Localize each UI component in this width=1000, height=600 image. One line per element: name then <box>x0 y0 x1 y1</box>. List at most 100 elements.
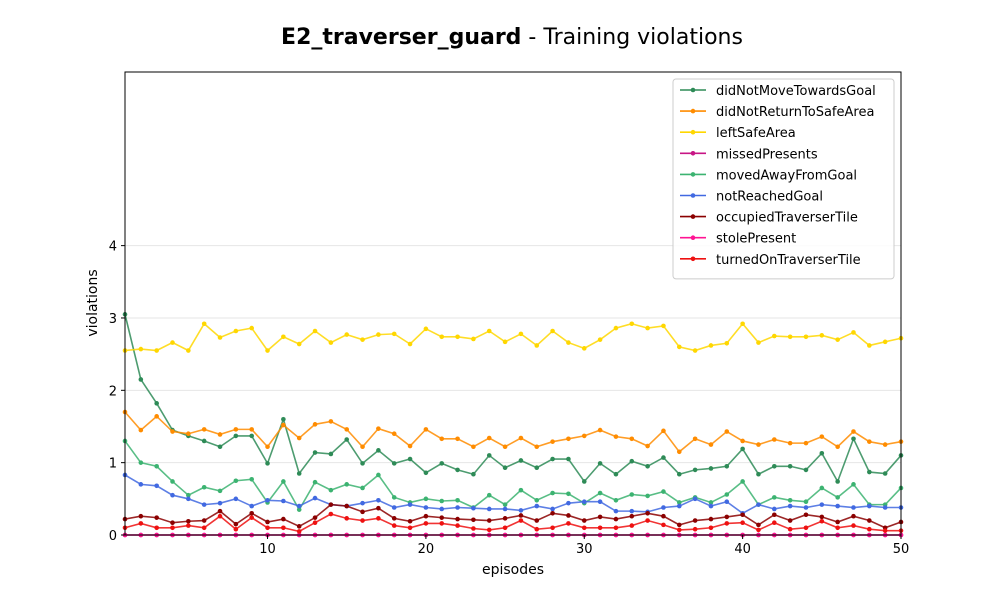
data-point <box>423 521 429 526</box>
data-point <box>201 502 207 507</box>
data-point <box>692 436 698 442</box>
data-point <box>756 340 761 345</box>
data-point <box>550 439 555 444</box>
data-point <box>756 522 761 528</box>
data-point <box>154 348 159 353</box>
data-point <box>566 491 571 497</box>
data-point <box>138 377 144 382</box>
data-point <box>170 520 175 526</box>
data-point <box>407 502 413 507</box>
data-point <box>376 472 381 478</box>
data-point <box>676 527 682 533</box>
data-point <box>423 470 429 476</box>
data-point <box>217 432 223 437</box>
data-point <box>281 334 286 340</box>
data-point <box>787 518 793 523</box>
data-point <box>882 528 888 533</box>
legend-item: turnedOnTraverserTile <box>680 253 861 268</box>
data-point <box>724 499 730 505</box>
data-point <box>486 435 492 441</box>
data-point <box>296 524 302 529</box>
data-point <box>613 516 619 522</box>
data-point <box>787 440 793 446</box>
legend-item: leftSafeArea <box>680 126 796 141</box>
data-point <box>154 515 159 520</box>
series-line <box>124 440 902 512</box>
legend-label: didNotMoveTowardsGoal <box>716 84 876 99</box>
data-point <box>581 518 587 523</box>
data-point <box>645 510 650 516</box>
data-point <box>724 340 730 346</box>
data-point <box>867 343 872 348</box>
data-point <box>882 505 888 510</box>
data-point <box>740 479 745 484</box>
data-point <box>265 348 270 353</box>
data-point <box>328 451 334 457</box>
data-point <box>676 503 682 509</box>
data-point <box>676 449 682 455</box>
data-point <box>486 506 492 512</box>
y-axis-label: violations <box>85 269 101 336</box>
data-point <box>376 516 381 521</box>
data-point <box>724 521 730 526</box>
data-point <box>217 335 223 340</box>
data-point <box>851 523 856 528</box>
data-point <box>550 328 555 334</box>
data-point <box>407 456 413 462</box>
data-point <box>296 341 302 347</box>
data-point <box>597 490 603 496</box>
data-point <box>376 332 381 337</box>
data-point <box>249 427 254 432</box>
data-point <box>645 443 650 449</box>
legend-item: occupiedTraverserTile <box>680 211 858 226</box>
data-point <box>328 340 334 345</box>
data-point <box>455 523 460 528</box>
data-point <box>138 460 144 465</box>
data-point <box>835 495 840 500</box>
legend-label: occupiedTraverserTile <box>716 211 858 226</box>
y-tick-label: 1 <box>109 457 117 472</box>
data-point <box>882 471 888 476</box>
data-point <box>661 513 666 519</box>
data-point <box>851 429 856 434</box>
data-point <box>534 444 540 450</box>
legend-marker <box>690 235 696 240</box>
data-point <box>486 518 492 523</box>
data-point <box>692 348 698 353</box>
data-point <box>344 516 350 521</box>
data-point <box>803 334 809 340</box>
data-point <box>439 461 445 466</box>
data-point <box>629 523 635 528</box>
data-point <box>534 518 540 523</box>
data-point <box>486 453 492 458</box>
data-point <box>265 497 270 503</box>
data-point <box>867 526 872 532</box>
series-line <box>124 474 901 515</box>
data-point <box>867 469 872 475</box>
data-point <box>360 518 365 523</box>
data-point <box>138 521 144 526</box>
data-point <box>201 484 207 490</box>
data-point <box>629 508 635 514</box>
data-point <box>281 498 286 504</box>
data-point <box>471 517 476 523</box>
data-point <box>170 479 175 484</box>
data-point <box>787 334 793 340</box>
data-point <box>186 492 191 498</box>
y-tick-label: 4 <box>109 240 117 255</box>
series-line <box>124 314 902 484</box>
data-point <box>534 465 540 471</box>
data-point <box>170 492 175 498</box>
data-point <box>661 522 666 528</box>
data-point <box>756 442 761 447</box>
data-point <box>518 458 524 463</box>
x-axis-ticks: 10 20 30 40 50 <box>259 535 909 557</box>
data-point <box>787 463 793 469</box>
data-point <box>772 520 777 526</box>
data-point <box>708 466 714 471</box>
data-point <box>217 500 223 506</box>
data-point <box>201 518 207 523</box>
data-point <box>740 512 745 518</box>
data-point <box>265 444 270 450</box>
